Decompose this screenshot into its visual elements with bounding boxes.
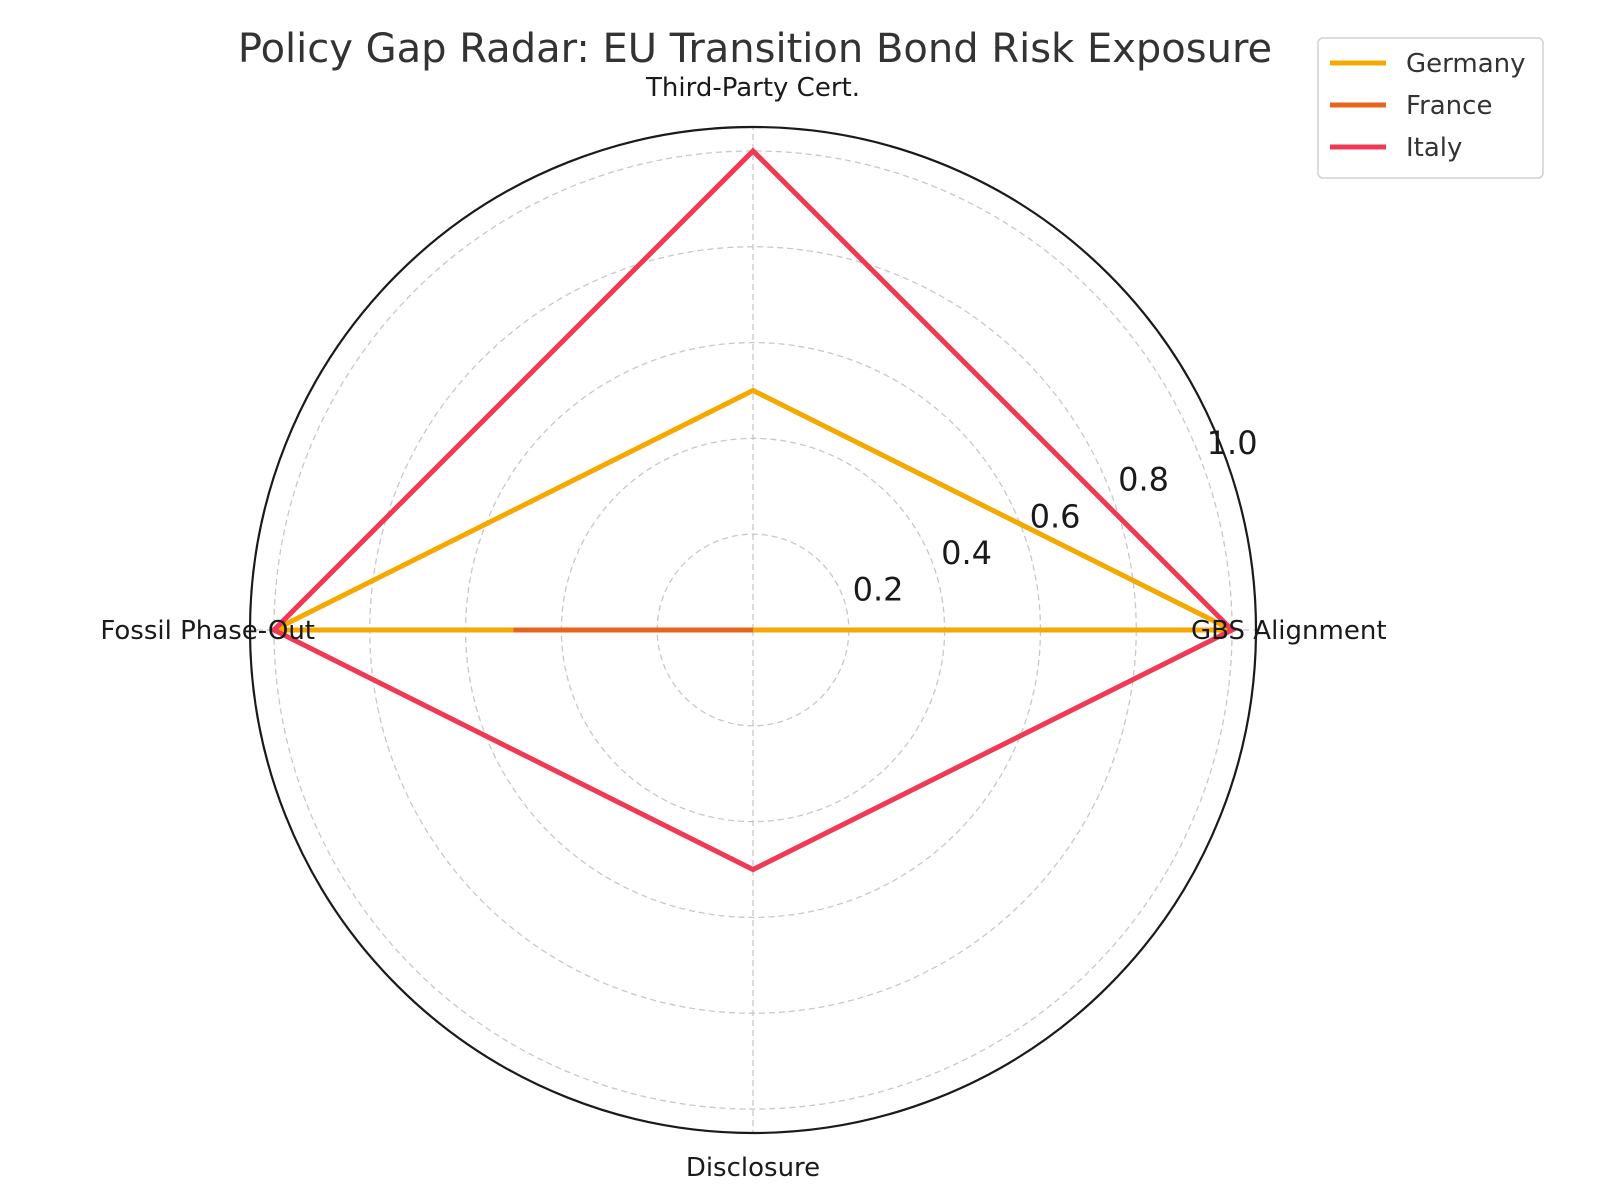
series-layer [269, 147, 1237, 873]
radial-tick-label-2: 0.4 [941, 534, 992, 572]
legend-label-france: France [1406, 91, 1492, 121]
axis-label-fossil-phase-out: Fossil Phase-Out [100, 616, 315, 646]
legend-label-italy: Italy [1406, 133, 1462, 163]
legend-frame [1317, 37, 1544, 179]
tick-label-layer: 0.2 0.4 0.6 0.8 1.0 [853, 424, 1258, 609]
series-italy-line [269, 147, 1237, 873]
radial-tick-label-5: 1.0 [1207, 424, 1258, 462]
legend-label-germany: Germany [1406, 49, 1526, 79]
radial-tick-label-3: 0.6 [1030, 497, 1081, 535]
axis-label-disclosure: Disclosure [686, 1153, 820, 1183]
chart-title: Policy Gap Radar: EU Transition Bond Ris… [238, 26, 1272, 72]
legend: Germany France Italy [1317, 37, 1544, 179]
axis-label-third-party-cert: Third-Party Cert. [645, 73, 860, 103]
axis-label-layer: GBS Alignment Third-Party Cert. Fossil Pha… [100, 73, 1386, 1183]
axis-label-gbs-alignment: GBS Alignment [1191, 616, 1387, 646]
radial-tick-label-1: 0.2 [853, 571, 904, 609]
radial-tick-label-4: 0.8 [1118, 461, 1169, 499]
outer-frame [248, 125, 1258, 1135]
